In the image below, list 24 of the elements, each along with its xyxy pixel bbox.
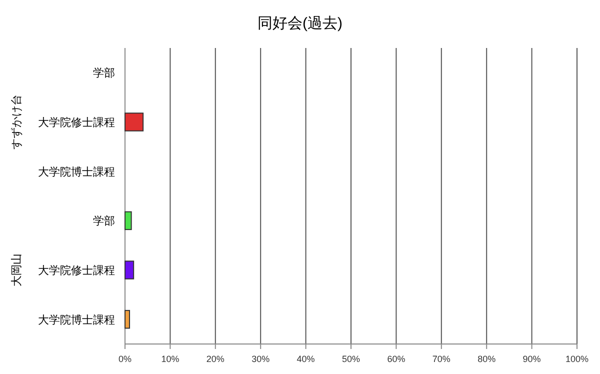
x-tick-label: 60% [387,354,406,364]
chart-title: 同好会(過去) [258,15,342,32]
y-tick-label: 大学院修士課程 [38,264,115,277]
y-tick-label: 大学院博士課程 [38,313,115,326]
y-tick-label: 学部 [93,66,115,80]
x-tick-label: 70% [432,354,450,364]
text: 大岡山 [10,254,23,286]
x-tick-label: 10% [161,354,180,364]
y-tick-label: 大学院修士課程 [38,116,115,129]
text: すずかけ台 [10,94,23,150]
x-tick-label: 100% [565,354,589,364]
x-tick-label: 90% [522,354,541,364]
bar [124,260,134,280]
bar [124,112,144,132]
x-tick-label: 30% [252,354,270,364]
bar [124,310,130,329]
x-tick-label: 0% [118,354,132,364]
x-tick-label: 40% [296,354,315,364]
x-tick-label: 20% [206,354,224,364]
x-tick-label: 80% [478,354,496,364]
y-tick-label: 大学院博士課程 [38,165,115,178]
bar [124,211,132,230]
x-tick-label: 50% [342,354,360,364]
y-tick-label: 学部 [93,214,115,228]
